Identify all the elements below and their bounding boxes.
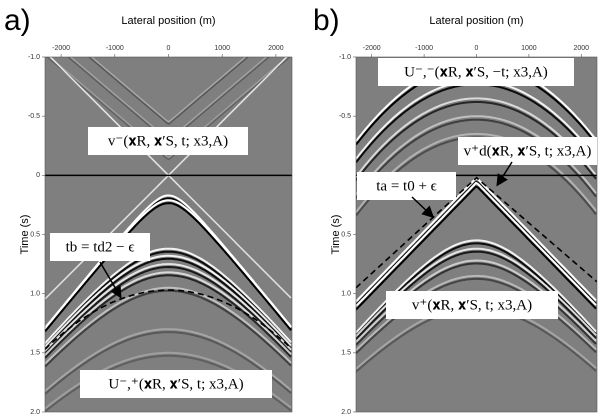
x-tick-label: 2000 xyxy=(573,45,589,52)
y-axis-label: Time (s) xyxy=(330,215,342,255)
panel-label: a) xyxy=(4,4,31,37)
y-tick-label: -1.0 xyxy=(28,54,40,61)
annotation: v⁺d(𝐱R, 𝐱′S, t; x3,A) xyxy=(464,143,592,159)
annotation-box xyxy=(386,291,558,319)
wavefront xyxy=(45,199,292,330)
y-tick-label: -0.5 xyxy=(28,113,40,120)
wavefront xyxy=(45,257,292,351)
x-axis-label: Lateral position (m) xyxy=(121,15,215,27)
x-tick-label: 2000 xyxy=(268,45,284,52)
wavefront xyxy=(356,101,597,181)
y-tick-label: 2.0 xyxy=(341,409,351,416)
arrow xyxy=(496,161,513,187)
wavefront xyxy=(356,181,597,307)
annotation: v⁺(𝐱R, 𝐱′S, t; x3,A) xyxy=(412,297,532,313)
annotation-box xyxy=(378,58,574,86)
background xyxy=(356,57,597,412)
wavefront xyxy=(45,265,292,355)
arrow xyxy=(99,261,122,299)
annotation: tb = td2 − ϵ xyxy=(66,239,135,255)
y-tick-label: 0.5 xyxy=(30,231,40,238)
y-tick-label: 2.0 xyxy=(30,409,40,416)
wavefront xyxy=(45,274,292,359)
wavefront xyxy=(45,286,292,365)
annotation: U⁻,⁺(𝐱R, 𝐱′S, t; x3,A) xyxy=(108,376,243,392)
wavefront xyxy=(356,97,597,178)
wavefront xyxy=(48,57,289,158)
y-tick-label: 1.0 xyxy=(30,291,40,298)
wavefront xyxy=(90,57,247,123)
x-tick-label: 0 xyxy=(167,45,171,52)
plot-area xyxy=(356,57,597,412)
wavefront xyxy=(45,202,292,333)
wavefront xyxy=(356,132,597,213)
annotation: v⁻(𝐱R, 𝐱′S, t; x3,A) xyxy=(108,133,228,149)
annotation-box xyxy=(357,172,456,200)
annotation-box xyxy=(50,233,150,261)
wavefront xyxy=(45,247,292,345)
plot-area xyxy=(45,57,292,412)
annotation-box xyxy=(88,127,248,155)
x-axis-label: Lateral position (m) xyxy=(429,15,523,27)
arrow xyxy=(411,196,435,219)
wavefront xyxy=(356,185,597,311)
wavefront xyxy=(45,263,292,352)
x-tick-label: -2000 xyxy=(52,45,70,52)
wavefront xyxy=(45,254,292,348)
x-tick-label: -2000 xyxy=(363,45,381,52)
y-tick-label: -0.5 xyxy=(339,113,351,120)
x-tick-label: 0 xyxy=(475,45,479,52)
panel-label: b) xyxy=(313,4,340,37)
wavefront xyxy=(45,331,292,395)
y-tick-label: 1.5 xyxy=(341,350,351,357)
wavefront xyxy=(87,57,249,125)
x-tick-label: 1000 xyxy=(214,45,230,52)
annotation-box xyxy=(458,137,597,165)
x-tick-label: -1000 xyxy=(106,45,124,52)
annotation: ta = t0 + ϵ xyxy=(376,178,436,194)
dashed-curve xyxy=(45,289,292,350)
annotation: U⁻,⁻(𝐱R, 𝐱′S, −t; x3,A) xyxy=(404,64,548,80)
y-tick-label: 0 xyxy=(36,172,40,179)
x-tick-label: 1000 xyxy=(521,45,537,52)
x-tick-label: -1000 xyxy=(415,45,433,52)
wavefront xyxy=(45,271,292,356)
y-tick-label: 1.0 xyxy=(341,291,351,298)
y-tick-label: 0.5 xyxy=(341,231,351,238)
dashed-line xyxy=(356,176,597,289)
annotation-box xyxy=(80,370,272,398)
y-tick-label: -1.0 xyxy=(339,54,351,61)
wavefront xyxy=(45,289,292,368)
wavefront xyxy=(46,57,291,161)
y-axis-label: Time (s) xyxy=(19,215,31,255)
y-tick-label: 1.5 xyxy=(30,350,40,357)
wavefront xyxy=(45,328,292,392)
